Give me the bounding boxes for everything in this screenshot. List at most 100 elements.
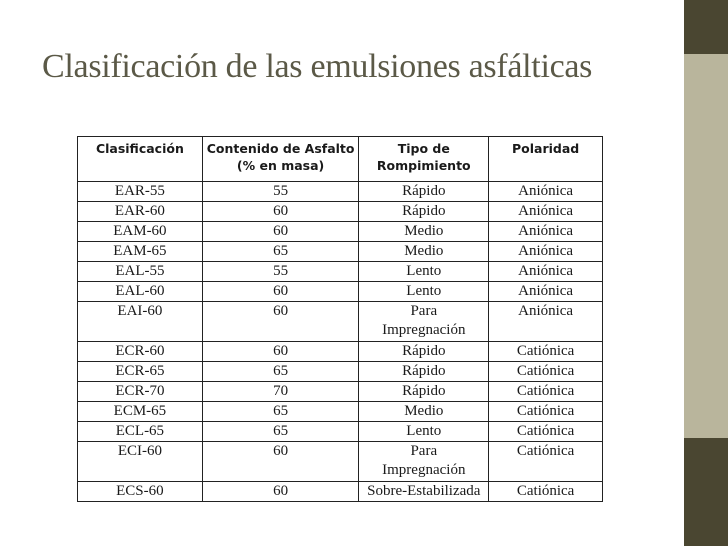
cell-text: 60 bbox=[273, 203, 289, 219]
cell-text: Medio bbox=[404, 403, 444, 419]
cell-text: 60 bbox=[273, 483, 289, 499]
cell-tipo: Rápido bbox=[358, 181, 490, 202]
table-row: ECR-70 70 Rápido Catiónica bbox=[77, 381, 603, 402]
cell-polaridad: Catiónica bbox=[488, 361, 603, 382]
cell-text: EAR-60 bbox=[114, 203, 165, 219]
cell-contenido: 60 bbox=[201, 481, 360, 502]
table-header-row: Clasificación Contenido de Asfalto (% en m… bbox=[77, 136, 603, 182]
side-accent-bar-top bbox=[684, 0, 728, 54]
cell-contenido: 60 bbox=[201, 441, 360, 482]
cell-tipo: Rápido bbox=[358, 361, 490, 382]
emulsion-classification-table: Clasificación Contenido de Asfalto (% en m… bbox=[77, 136, 603, 502]
cell-text: Rápido bbox=[402, 363, 446, 379]
cell-text: Impregnación bbox=[382, 322, 466, 338]
cell-polaridad: Catiónica bbox=[488, 441, 603, 482]
cell-text: 60 bbox=[273, 303, 289, 319]
cell-text: ECM-65 bbox=[113, 403, 167, 419]
cell-text: 55 bbox=[273, 183, 289, 199]
cell-text: Rápido bbox=[402, 183, 446, 199]
cell-polaridad: Aniónica bbox=[488, 201, 603, 222]
cell-text: Rápido bbox=[402, 203, 446, 219]
cell-clasificacion: EAR-55 bbox=[77, 181, 203, 202]
cell-text: ECR-60 bbox=[115, 343, 165, 359]
table-row: ECM-65 65 Medio Catiónica bbox=[77, 401, 603, 422]
cell-text: ECL-65 bbox=[115, 423, 165, 439]
cell-contenido: 60 bbox=[201, 341, 360, 362]
cell-text: Para bbox=[410, 303, 438, 319]
header-line: Clasificación bbox=[95, 141, 184, 156]
cell-text: 70 bbox=[273, 383, 289, 399]
cell-text: 65 bbox=[273, 403, 289, 419]
cell-text: Para bbox=[410, 443, 438, 459]
cell-contenido: 55 bbox=[201, 181, 360, 202]
cell-text: ECS-60 bbox=[116, 483, 164, 499]
table-row: ECR-65 65 Rápido Catiónica bbox=[77, 361, 603, 382]
cell-polaridad: Aniónica bbox=[488, 261, 603, 282]
cell-text: EAM-60 bbox=[113, 223, 167, 239]
cell-text: ECI-60 bbox=[117, 443, 162, 459]
cell-tipo: Medio bbox=[358, 401, 490, 422]
cell-clasificacion: EAL-55 bbox=[77, 261, 203, 282]
cell-clasificacion: ECL-65 bbox=[77, 421, 203, 442]
cell-polaridad: Catiónica bbox=[488, 381, 603, 402]
table-container: Clasificación Contenido de Asfalto (% en m… bbox=[77, 136, 603, 502]
cell-clasificacion: ECI-60 bbox=[77, 441, 203, 482]
table-row: EAL-60 60 Lento Aniónica bbox=[77, 281, 603, 302]
cell-text: EAM-65 bbox=[113, 243, 167, 259]
cell-text: Aniónica bbox=[518, 183, 574, 199]
cell-text: 60 bbox=[273, 443, 289, 459]
header-line: Polaridad bbox=[511, 141, 580, 156]
cell-text: 60 bbox=[273, 343, 289, 359]
cell-tipo: Rápido bbox=[358, 201, 490, 222]
cell-text: Aniónica bbox=[518, 243, 574, 259]
cell-text: Aniónica bbox=[518, 303, 574, 319]
table-row: EAL-55 55 Lento Aniónica bbox=[77, 261, 603, 282]
cell-text: Lento bbox=[406, 263, 442, 279]
header-line: Tipo de bbox=[397, 141, 450, 156]
table-body: EAR-55 55 Rápido Aniónica EAR-60 60 Rápido Anió… bbox=[77, 181, 603, 502]
cell-text: 65 bbox=[273, 423, 289, 439]
side-accent-bar-bottom bbox=[684, 438, 728, 546]
cell-text: 60 bbox=[273, 223, 289, 239]
cell-tipo: Rápido bbox=[358, 341, 490, 362]
cell-text: Sobre-Estabilizada bbox=[367, 483, 481, 499]
cell-text: Lento bbox=[406, 283, 442, 299]
cell-contenido: 65 bbox=[201, 421, 360, 442]
cell-text: Catiónica bbox=[516, 443, 575, 459]
cell-clasificacion: EAR-60 bbox=[77, 201, 203, 222]
cell-tipo: Medio bbox=[358, 241, 490, 262]
cell-polaridad: Aniónica bbox=[488, 221, 603, 242]
table-row: EAR-60 60 Rápido Aniónica bbox=[77, 201, 603, 222]
cell-clasificacion: ECR-65 bbox=[77, 361, 203, 382]
cell-text: Catiónica bbox=[516, 363, 575, 379]
cell-text: Rápido bbox=[402, 343, 446, 359]
header-line: Contenido de Asfalto bbox=[206, 141, 355, 156]
cell-polaridad: Catiónica bbox=[488, 481, 603, 502]
table-row: EAM-60 60 Medio Aniónica bbox=[77, 221, 603, 242]
cell-tipo: Rápido bbox=[358, 381, 490, 402]
cell-text: ECR-70 bbox=[115, 383, 165, 399]
cell-text: EAL-55 bbox=[115, 263, 165, 279]
cell-text: Aniónica bbox=[518, 203, 574, 219]
cell-polaridad: Catiónica bbox=[488, 341, 603, 362]
header-clasificacion: Clasificación bbox=[77, 136, 203, 182]
cell-text: Medio bbox=[404, 223, 444, 239]
header-tipo: Tipo de Rompimiento bbox=[358, 136, 490, 182]
cell-tipo: Para Impregnación bbox=[358, 301, 490, 342]
table-row: ECS-60 60 Sobre-Estabilizada Catiónica bbox=[77, 481, 603, 502]
cell-text: Rápido bbox=[402, 383, 446, 399]
cell-tipo: Para Impregnación bbox=[358, 441, 490, 482]
header-line: Rompimiento bbox=[376, 158, 471, 173]
cell-text: Catiónica bbox=[516, 383, 575, 399]
header-line: (% en masa) bbox=[236, 158, 325, 173]
cell-tipo: Lento bbox=[358, 281, 490, 302]
cell-contenido: 55 bbox=[201, 261, 360, 282]
cell-text: EAI-60 bbox=[117, 303, 163, 319]
cell-contenido: 60 bbox=[201, 221, 360, 242]
table-row: EAI-60 60 Para Impregnación Aniónica bbox=[77, 301, 603, 342]
cell-polaridad: Aniónica bbox=[488, 241, 603, 262]
cell-contenido: 70 bbox=[201, 381, 360, 402]
cell-text: Lento bbox=[406, 423, 442, 439]
cell-text: Catiónica bbox=[516, 483, 575, 499]
cell-contenido: 60 bbox=[201, 301, 360, 342]
